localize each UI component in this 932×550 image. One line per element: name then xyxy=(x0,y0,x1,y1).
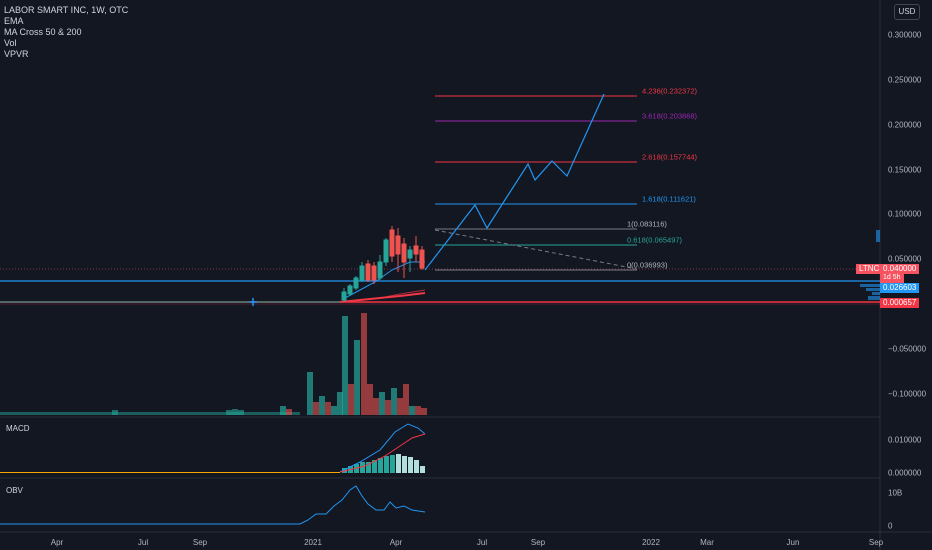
obv-label: 0 xyxy=(888,521,893,531)
price-label: 0.250000 xyxy=(888,75,922,85)
candle xyxy=(383,238,389,266)
indicator-ma-cross[interactable]: MA Cross 50 & 200 xyxy=(4,27,82,37)
time-label: Mar xyxy=(700,538,714,547)
indicator-vol[interactable]: Vol xyxy=(4,38,17,48)
fib-label-2618: 2.618(0.157744) xyxy=(642,152,698,162)
fib-label-4236: 4.236(0.232372) xyxy=(642,86,698,96)
time-label: 2022 xyxy=(642,538,660,547)
macd-label: 0.000000 xyxy=(888,468,922,478)
time-label: Jul xyxy=(476,538,488,547)
time-label: Sep xyxy=(530,538,546,547)
candle xyxy=(413,236,419,262)
signal-line xyxy=(339,433,426,473)
price-label: 0.200000 xyxy=(888,120,922,130)
fib-label-0618: 0.618(0.065497) xyxy=(627,235,683,245)
price-label: 0.050000 xyxy=(888,254,922,264)
macd-label: 0.010000 xyxy=(888,435,922,445)
projection-path xyxy=(424,93,605,271)
candle xyxy=(407,246,413,272)
time-label: Jul xyxy=(137,538,149,547)
candle xyxy=(359,262,365,282)
symbol-tag: LTNC xyxy=(856,264,883,274)
candle xyxy=(419,246,425,270)
indicator-ema[interactable]: EMA xyxy=(4,16,24,26)
candle xyxy=(389,226,395,262)
candle xyxy=(401,238,407,278)
fib-label-1618: 1.618(0.111621) xyxy=(642,194,696,204)
fib-trend-dashed xyxy=(434,229,638,270)
fib-label-1: 1(0.083116) xyxy=(627,219,667,229)
time-label: Sep xyxy=(868,538,884,547)
candles xyxy=(341,226,425,302)
obv-label: 10B xyxy=(888,488,903,498)
candle xyxy=(347,284,353,296)
ma-price-tag: 0.000657 xyxy=(880,298,920,308)
ema-curve xyxy=(344,261,425,299)
indicator-vpvr[interactable]: VPVR xyxy=(4,49,29,59)
obv-title[interactable]: OBV xyxy=(6,486,23,495)
candle xyxy=(341,288,347,302)
last-price-tag: 0.040000 xyxy=(880,264,920,274)
price-label: −0.100000 xyxy=(888,389,927,399)
fib-label-3618: 3.618(0.203868) xyxy=(642,111,698,121)
crosshair-marker xyxy=(249,298,257,306)
time-label: Sep xyxy=(192,538,208,547)
candle xyxy=(371,262,377,284)
macd-histogram xyxy=(0,454,425,473)
vpvr-profile xyxy=(860,230,880,300)
time-label: Apr xyxy=(50,538,64,547)
obv-line xyxy=(0,485,426,525)
price-axis[interactable]: 0.300000 0.250000 0.200000 0.150000 0.10… xyxy=(880,0,932,532)
volume-bars xyxy=(0,313,427,415)
candle xyxy=(377,255,383,280)
chart-legend: LABOR SMART INC, 1W, OTC EMA MA Cross 50… xyxy=(4,5,128,60)
fib-label-0: 0(0.036993) xyxy=(627,260,668,270)
countdown-tag: 1d 5h xyxy=(880,273,904,283)
symbol-title[interactable]: LABOR SMART INC, 1W, OTC xyxy=(4,5,129,15)
time-label: Jun xyxy=(786,538,800,547)
fib-extension xyxy=(435,95,637,271)
price-label: 0.150000 xyxy=(888,165,922,175)
time-label: Apr xyxy=(389,538,403,547)
candle xyxy=(365,260,371,282)
ema-price-tag: 0.026603 xyxy=(880,283,920,293)
currency-button[interactable]: USD xyxy=(894,4,920,20)
candle xyxy=(395,228,401,272)
candle xyxy=(353,276,359,290)
time-label: 2021 xyxy=(304,538,322,547)
price-label: −0.050000 xyxy=(888,344,927,354)
macd-line xyxy=(339,423,426,473)
price-label: 0.100000 xyxy=(888,209,922,219)
price-label: 0.300000 xyxy=(888,30,922,40)
macd-title[interactable]: MACD xyxy=(6,424,30,433)
